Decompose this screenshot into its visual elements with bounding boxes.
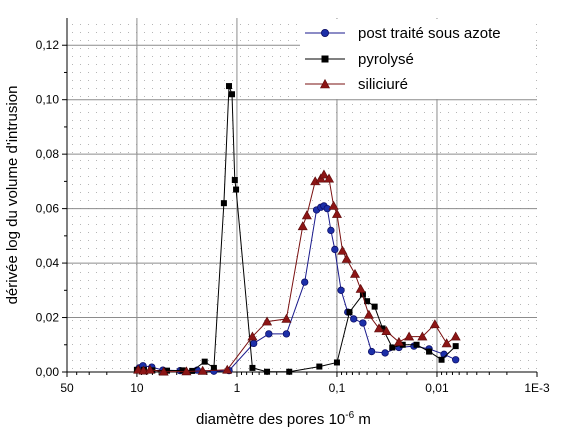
legend: post traité sous azote pyrolysé siliciur… <box>305 25 501 93</box>
data-point-square <box>389 344 396 351</box>
data-point-circle <box>301 278 309 286</box>
x-tick-label: 1 <box>234 381 241 395</box>
y-axis-title: dérivée log du volume d'intrusion <box>4 86 21 305</box>
data-point-triangle <box>355 283 366 293</box>
data-point-triangle <box>297 221 308 231</box>
data-point-circle <box>440 350 448 358</box>
data-point-triangle <box>381 326 392 335</box>
y-tick-label: 0,04 <box>36 256 60 270</box>
data-point-triangle <box>158 366 169 376</box>
y-tick-label: 0,02 <box>36 311 60 325</box>
data-point-circle <box>265 330 273 338</box>
data-point-triangle <box>318 169 329 179</box>
data-point-triangle <box>441 338 452 348</box>
x-axis-title-main: diamètre des pores 10 <box>196 411 345 428</box>
data-point-square <box>379 325 386 332</box>
x-tick-labels: 50 10 1 0,1 0,01 1E-3 <box>60 381 550 395</box>
data-point-square <box>286 368 293 375</box>
data-point-square <box>220 200 227 207</box>
data-point-triangle <box>181 366 192 376</box>
data-point-square <box>333 359 340 366</box>
legend-label-pyrolyse: pyrolysé <box>358 51 414 68</box>
data-point-triangle <box>429 319 440 329</box>
data-point-square <box>164 367 171 374</box>
data-point-square <box>210 364 217 371</box>
data-point-triangle <box>331 208 342 218</box>
data-point-triangle <box>262 316 273 326</box>
data-point-triangle <box>404 331 415 341</box>
data-point-triangle <box>197 365 208 375</box>
data-point-circle <box>381 349 389 357</box>
data-point-triangle <box>393 336 404 346</box>
y-tick-label: 0,00 <box>36 365 60 379</box>
data-point-circle <box>359 319 367 327</box>
legend-marker-triangle <box>320 78 330 89</box>
data-point-square <box>413 341 420 348</box>
series-2 <box>133 169 461 376</box>
data-point-circle <box>250 339 258 348</box>
data-point-circle <box>350 315 358 323</box>
legend-entry-pyrolyse: pyrolysé <box>305 51 414 68</box>
data-point-square <box>179 367 186 374</box>
x-tick-label: 0,01 <box>425 381 449 395</box>
x-tick-label: 0,1 <box>329 381 346 395</box>
x-axis-title-unit: m <box>354 411 371 428</box>
data-point-circle <box>331 245 339 254</box>
data-point-triangle <box>341 253 352 263</box>
legend-label-siliciure: siliciuré <box>358 76 408 93</box>
y-tick-label: 0,12 <box>36 38 60 52</box>
data-point-square <box>316 363 323 370</box>
data-point-circle <box>452 356 460 364</box>
legend-marker-circle <box>320 28 329 37</box>
series-layer <box>133 83 461 376</box>
x-axis-title-exponent: -6 <box>345 410 354 421</box>
data-point-square <box>201 358 208 365</box>
data-point-square <box>231 177 238 184</box>
data-point-square <box>452 343 459 350</box>
data-point-square <box>371 303 378 310</box>
data-point-triangle <box>222 364 233 374</box>
data-point-triangle <box>337 245 348 255</box>
data-point-square <box>249 364 256 371</box>
data-point-square <box>233 186 240 193</box>
data-point-square <box>364 298 371 305</box>
data-point-square <box>346 309 353 316</box>
data-point-triangle <box>373 323 384 333</box>
data-point-triangle <box>328 200 339 210</box>
data-point-circle <box>337 286 345 294</box>
y-tick-label: 0,10 <box>36 93 60 107</box>
data-point-triangle <box>247 331 258 341</box>
data-point-square <box>226 83 233 90</box>
data-point-triangle <box>324 173 335 183</box>
x-tick-label: 50 <box>60 381 74 395</box>
data-point-square <box>438 356 445 363</box>
legend-label-post-traite: post traité sous azote <box>358 25 501 42</box>
data-point-square <box>426 348 433 355</box>
legend-entry-siliciure: siliciuré <box>305 76 408 93</box>
data-point-circle <box>367 347 376 356</box>
y-tick-label: 0,06 <box>36 202 60 216</box>
y-tick-labels: 0,00 0,02 0,04 0,06 0,08 0,10 0,12 <box>36 38 60 379</box>
data-point-square <box>229 91 236 98</box>
data-point-circle <box>327 226 335 235</box>
data-point-triangle <box>363 309 374 319</box>
data-point-triangle <box>144 364 156 374</box>
legend-marker-square <box>321 55 329 63</box>
data-point-triangle <box>349 268 361 278</box>
data-point-triangle <box>417 331 428 341</box>
x-axis-title: diamètre des pores 10-6 m <box>196 410 371 428</box>
x-tick-label: 10 <box>130 381 144 395</box>
x-tick-label: 1E-3 <box>524 381 550 395</box>
y-tick-label: 0,08 <box>36 147 60 161</box>
data-point-circle <box>282 330 291 338</box>
legend-entry-post-traite: post traité sous azote <box>305 25 501 42</box>
data-point-triangle <box>301 210 312 220</box>
data-point-square <box>264 368 271 375</box>
data-point-triangle <box>450 331 461 341</box>
data-point-triangle <box>281 313 292 323</box>
data-point-triangle <box>138 365 149 375</box>
data-point-square <box>359 291 366 298</box>
